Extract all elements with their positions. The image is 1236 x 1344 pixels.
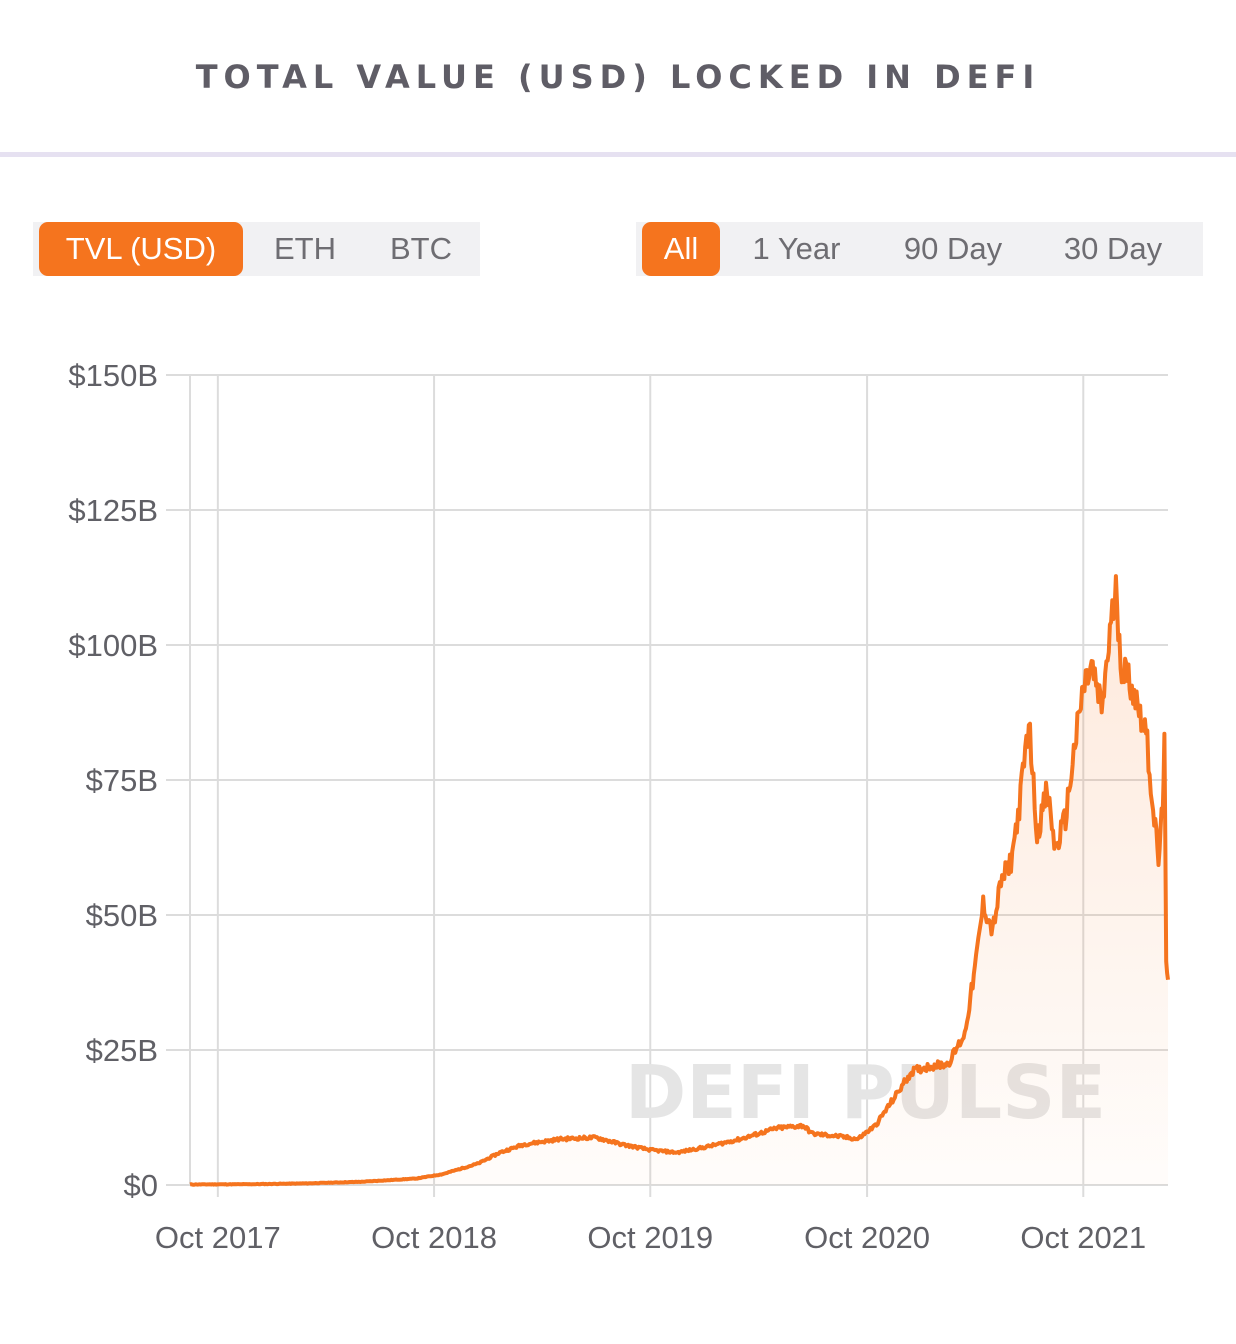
x-tick-label: Oct 2019 bbox=[587, 1220, 713, 1255]
y-tick-label: $150B bbox=[68, 358, 158, 393]
x-axis: Oct 2017 Oct 2018 Oct 2019 Oct 2020 Oct 2021 bbox=[155, 1220, 1146, 1255]
range-toggle: All 1 Year 90 Day 30 Day bbox=[636, 222, 1203, 276]
range-all[interactable]: All bbox=[642, 222, 720, 276]
range-1-year[interactable]: 1 Year bbox=[752, 231, 841, 266]
series-area bbox=[190, 576, 1168, 1185]
y-tick-label: $125B bbox=[68, 493, 158, 528]
y-tick-label: $100B bbox=[68, 628, 158, 663]
range-90-day[interactable]: 90 Day bbox=[903, 231, 1003, 266]
y-tick-label: $0 bbox=[124, 1168, 158, 1203]
currency-toggle: TVL (USD) ETH BTC bbox=[33, 222, 480, 276]
x-tick-label: Oct 2020 bbox=[804, 1220, 930, 1255]
x-tick-label: Oct 2018 bbox=[371, 1220, 497, 1255]
x-tick-label: Oct 2021 bbox=[1020, 1220, 1146, 1255]
x-tick-label: Oct 2017 bbox=[155, 1220, 281, 1255]
y-tick-label: $50B bbox=[86, 898, 158, 933]
series-group bbox=[189, 574, 1170, 1187]
toggle-btc[interactable]: BTC bbox=[390, 231, 452, 266]
range-30-day[interactable]: 30 Day bbox=[1063, 231, 1163, 266]
y-tick-label: $25B bbox=[86, 1033, 158, 1068]
header-divider bbox=[0, 152, 1236, 157]
series-line bbox=[189, 574, 1170, 1187]
toggle-tvl-usd[interactable]: TVL (USD) bbox=[39, 222, 243, 276]
page-title: TOTAL VALUE (USD) LOCKED IN DEFI bbox=[195, 58, 1041, 96]
toggle-eth[interactable]: ETH bbox=[274, 231, 336, 266]
y-tick-label: $75B bbox=[86, 763, 158, 798]
y-axis: $0 $25B $50B $75B $100B $125B $150B bbox=[68, 358, 158, 1203]
